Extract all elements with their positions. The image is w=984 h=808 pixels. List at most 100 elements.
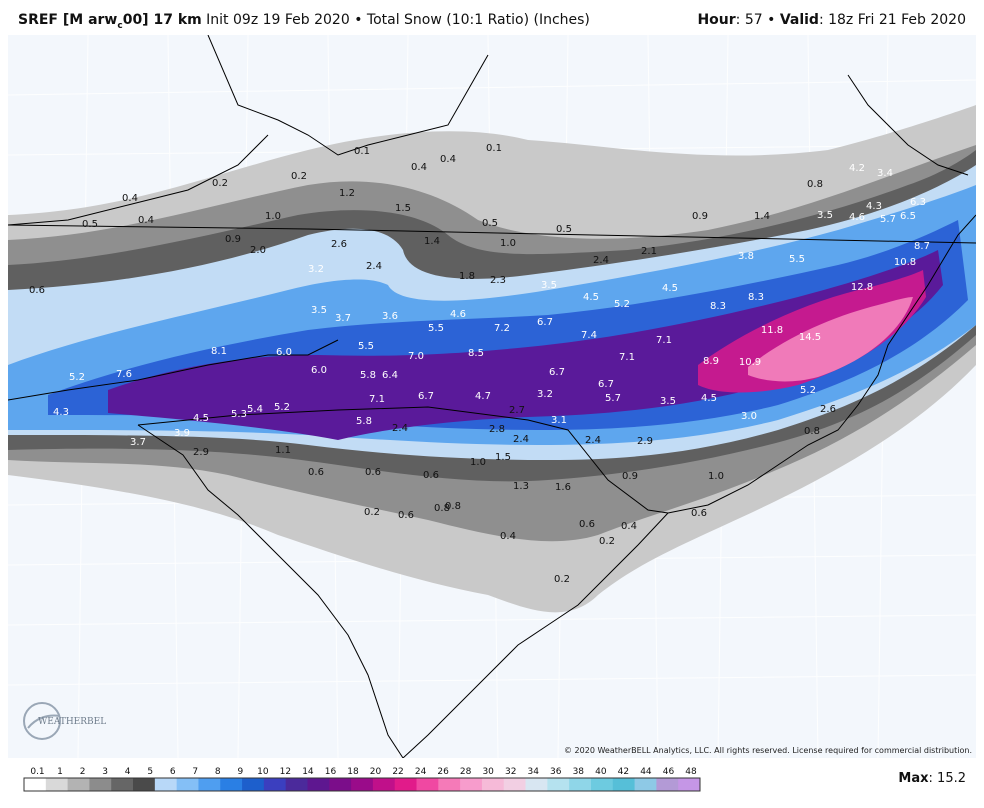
- snow-value-label: 3.1: [551, 415, 567, 426]
- copyright-notice: © 2020 WeatherBELL Analytics, LLC. All r…: [564, 746, 972, 755]
- snow-shading: [8, 105, 976, 613]
- snow-value-label: 1.5: [395, 203, 411, 214]
- legend-swatch: [45, 778, 69, 791]
- snow-value-label: 0.8: [434, 503, 450, 514]
- snow-value-label: 7.2: [494, 323, 510, 334]
- snow-value-label: 0.6: [365, 467, 381, 478]
- snow-value-label: 2.9: [637, 436, 653, 447]
- snow-value-label: 5.2: [274, 402, 290, 413]
- legend-tick-label: 28: [460, 767, 472, 777]
- legend-tick-label: 40: [595, 767, 607, 777]
- map-title: SREF [M arwc00] 17 km Init 09z 19 Feb 20…: [18, 12, 590, 31]
- snow-value-label: 3.9: [174, 428, 190, 439]
- legend-tick-label: 42: [618, 767, 629, 777]
- legend-tick-label: 20: [370, 767, 382, 777]
- snow-value-label: 7.1: [656, 335, 672, 346]
- snow-value-label: 1.2: [339, 188, 355, 199]
- legend-swatch: [612, 778, 636, 791]
- snow-value-label: 4.3: [866, 201, 882, 212]
- snow-value-label: 5.8: [360, 370, 376, 381]
- snow-value-label: 5.2: [69, 372, 85, 383]
- snow-value-label: 8.5: [468, 348, 484, 359]
- snow-value-label: 0.2: [291, 171, 307, 182]
- snow-value-label: 1.1: [275, 445, 291, 456]
- snow-value-label: 1.8: [459, 271, 475, 282]
- legend-swatch: [547, 778, 570, 791]
- legend-swatch: [329, 778, 352, 791]
- snow-value-label: 8.1: [211, 346, 227, 357]
- legend-swatch: [634, 778, 657, 791]
- snow-value-label: 2.4: [366, 261, 382, 272]
- snow-value-label: 4.5: [701, 393, 717, 404]
- snow-value-label: 8.3: [710, 301, 726, 312]
- legend-swatch: [394, 778, 418, 791]
- legend-swatch: [525, 778, 548, 791]
- snow-value-label: 6.7: [598, 379, 614, 390]
- snow-value-label: 4.2: [849, 163, 865, 174]
- legend-swatch: [176, 778, 199, 791]
- legend-tick-label: 44: [640, 767, 652, 777]
- snow-value-label: 3.5: [311, 305, 327, 316]
- legend-tick-label: 10: [257, 767, 269, 777]
- snow-value-label: 3.6: [382, 311, 398, 322]
- snow-value-label: 3.2: [537, 389, 553, 400]
- snow-value-label: 0.4: [500, 531, 516, 542]
- snow-value-label: 1.3: [513, 481, 529, 492]
- legend-tick-label: 16: [325, 767, 337, 777]
- snow-value-label: 5.7: [880, 214, 896, 225]
- snow-value-label: 0.6: [29, 285, 45, 296]
- snow-value-label: 3.5: [660, 396, 676, 407]
- legend-swatch: [154, 778, 178, 791]
- legend-tick-label: 0.1: [30, 767, 44, 777]
- snow-value-label: 3.5: [541, 280, 557, 291]
- legend-swatch: [481, 778, 505, 791]
- snow-value-label: 0.4: [440, 154, 456, 165]
- legend-swatch: [263, 778, 287, 791]
- snow-value-label: 4.6: [450, 309, 466, 320]
- legend-tick-label: 32: [505, 767, 516, 777]
- snow-value-label: 4.5: [583, 292, 599, 303]
- snow-value-label: 0.8: [804, 426, 820, 437]
- snow-value-label: 3.7: [130, 437, 146, 448]
- legend-swatch: [133, 778, 156, 791]
- snow-value-label: 2.4: [585, 435, 601, 446]
- legend-tick-label: 46: [663, 767, 675, 777]
- color-legend: 0.1 1 2 3 4 5 6 7 8 9 10 12 14 16 18 20 22 24 26 28 30 32 34 36…: [20, 764, 702, 804]
- snow-value-label: 5.5: [428, 323, 444, 334]
- legend-swatch: [460, 778, 483, 791]
- snow-value-label: 0.5: [82, 219, 98, 230]
- legend-tick-label: 22: [392, 767, 403, 777]
- snow-value-label: 4.5: [193, 413, 209, 424]
- snow-value-label: 11.8: [761, 325, 783, 336]
- coastline: [402, 74, 976, 758]
- state-borders: [8, 35, 976, 758]
- snow-value-label: 10.9: [739, 357, 761, 368]
- legend-tick-label: 2: [80, 767, 86, 777]
- snow-value-label: 0.6: [423, 470, 439, 481]
- snow-value-label: 2.4: [593, 255, 609, 266]
- legend-swatch: [198, 778, 221, 791]
- legend-tick-label: 6: [170, 767, 176, 777]
- wv-va-border: [207, 35, 489, 156]
- valid-time: Hour: 57 • Valid: 18z Fri 21 Feb 2020: [697, 12, 966, 28]
- header: SREF [M arwc00] 17 km Init 09z 19 Feb 20…: [0, 0, 984, 34]
- snow-value-label: 7.1: [369, 394, 385, 405]
- snow-value-label: 7.1: [619, 352, 635, 363]
- legend-tick-label: 38: [573, 767, 585, 777]
- snow-value-label: 0.2: [599, 536, 615, 547]
- legend-tick-label: 7: [192, 767, 198, 777]
- snow-value-label: 0.5: [482, 218, 498, 229]
- snow-value-label: 3.8: [738, 251, 754, 262]
- legend-swatch: [24, 778, 47, 791]
- snow-value-label: 0.8: [807, 179, 823, 190]
- legend-swatch: [569, 778, 592, 791]
- legend-swatch: [111, 778, 134, 791]
- legend-tick-label: 1: [57, 767, 63, 777]
- snow-value-label: 1.4: [754, 211, 770, 222]
- snow-value-label: 0.4: [138, 215, 154, 226]
- value-labels: 0.1 0.10.40.40.20.20.40.40.51.21.51.00.92…: [29, 143, 930, 585]
- snow-value-label: 4.5: [662, 283, 678, 294]
- snow-value-label: 5.2: [800, 385, 816, 396]
- snow-value-label: 7.4: [581, 330, 597, 341]
- snow-value-label: 0.4: [621, 521, 637, 532]
